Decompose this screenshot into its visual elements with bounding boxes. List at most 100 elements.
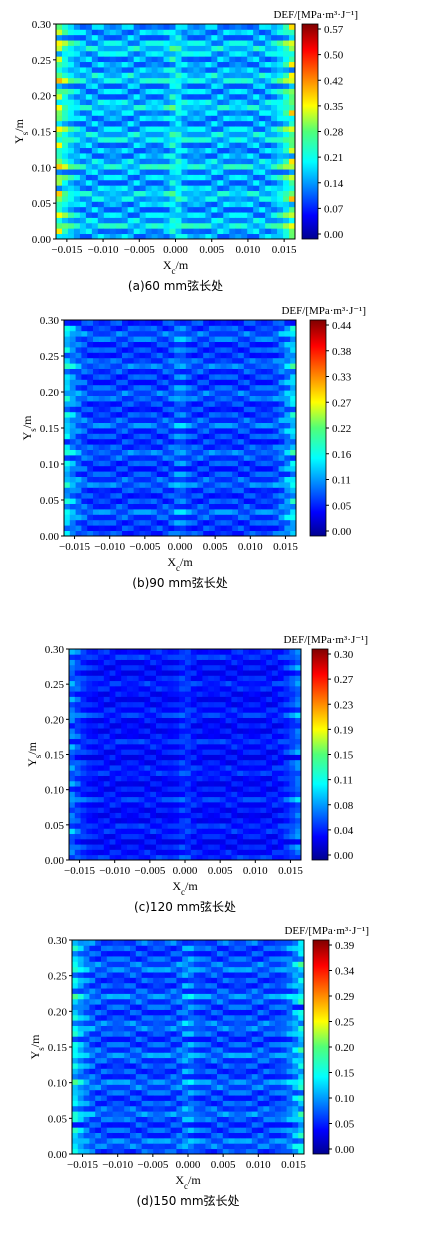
- heatmap-cell: [289, 34, 296, 41]
- heatmap-cell: [161, 812, 168, 819]
- heatmap-cell: [151, 217, 158, 224]
- heatmap-cell: [289, 228, 296, 235]
- heatmap-cell: [205, 56, 212, 63]
- heatmap-cell: [81, 460, 88, 467]
- heatmap-cell: [157, 179, 164, 186]
- heatmap-cell: [80, 728, 87, 734]
- heatmap-cell: [104, 406, 111, 413]
- heatmap-cell: [219, 654, 226, 660]
- heatmap-cell: [185, 759, 192, 766]
- heatmap-cell: [267, 530, 274, 537]
- heatmap-cell: [74, 685, 81, 692]
- heatmap-cell: [56, 163, 63, 170]
- heatmap-cell: [132, 680, 139, 687]
- heatmap-cell: [208, 754, 215, 761]
- heatmap-cell: [121, 147, 129, 154]
- heatmap-cell: [156, 812, 163, 819]
- heatmap-cell: [139, 169, 147, 175]
- heatmap-cell: [103, 93, 111, 100]
- heatmap-cell: [133, 482, 140, 488]
- heatmap-cell: [144, 670, 151, 676]
- heatmap-cell: [87, 422, 94, 429]
- heatmap-cell: [162, 368, 169, 375]
- heatmap-cell: [211, 185, 218, 192]
- heatmap-cell: [98, 438, 105, 445]
- heatmap-cell: [232, 519, 239, 526]
- heatmap-cell: [260, 812, 267, 819]
- heatmap-cell: [196, 696, 203, 703]
- heatmap-cell: [193, 206, 200, 213]
- heatmap-cell: [265, 206, 272, 213]
- heatmap-cell: [145, 487, 152, 494]
- heatmap-cell: [211, 136, 218, 143]
- heatmap-cell: [161, 844, 168, 850]
- heatmap-cell: [253, 45, 260, 52]
- heatmap-cell: [247, 34, 254, 41]
- heatmap-cell: [181, 201, 188, 208]
- heatmap-cell: [81, 498, 88, 504]
- heatmap-cell: [139, 29, 147, 36]
- heatmap-cell: [61, 212, 69, 218]
- heatmap-cell: [174, 357, 181, 364]
- heatmap-cell: [104, 525, 111, 531]
- heatmap-cell: [81, 482, 88, 488]
- heatmap-cell: [116, 455, 123, 461]
- heatmap-cell: [74, 659, 81, 666]
- heatmap-cell: [116, 347, 123, 353]
- heatmap-cell: [271, 206, 278, 213]
- heatmap-cell: [229, 201, 236, 208]
- heatmap-cell: [93, 401, 100, 407]
- heatmap-cell: [115, 675, 122, 682]
- heatmap-cell: [151, 492, 158, 499]
- heatmap-cell: [133, 465, 140, 472]
- heatmap-cell: [220, 390, 227, 396]
- heatmap-cell: [226, 530, 233, 537]
- heatmap-cell: [185, 411, 192, 418]
- heatmap-cell: [295, 801, 302, 808]
- heatmap-cell: [272, 471, 279, 477]
- heatmap-cell: [241, 45, 248, 52]
- heatmap-cell: [272, 791, 279, 798]
- heatmap-cell: [237, 838, 244, 845]
- heatmap-cell: [193, 88, 200, 95]
- heatmap-cell: [267, 341, 274, 348]
- heatmap-cell: [104, 444, 111, 450]
- heatmap-cell: [163, 212, 170, 218]
- heatmap-cell: [238, 444, 245, 450]
- heatmap-cell: [231, 770, 238, 777]
- heatmap-cell: [151, 422, 158, 429]
- heatmap-cell: [81, 390, 88, 396]
- heatmap-cell: [133, 212, 141, 218]
- heatmap-cell: [196, 812, 203, 819]
- heatmap-cell: [104, 433, 111, 440]
- heatmap-cell: [122, 325, 129, 332]
- heatmap-cell: [219, 670, 226, 676]
- heatmap-cell: [139, 384, 146, 391]
- heatmap-cell: [151, 115, 158, 122]
- y-tick-label: 0.00: [45, 855, 65, 867]
- heatmap-cell: [138, 817, 145, 824]
- heatmap-cell: [278, 363, 285, 369]
- heatmap-cell: [144, 844, 151, 850]
- heatmap-cell: [249, 417, 256, 423]
- heatmap-cell: [235, 142, 242, 149]
- heatmap-cell: [185, 854, 192, 861]
- heatmap-cell: [179, 817, 186, 824]
- heatmap-cell: [162, 514, 169, 521]
- heatmap-cell: [127, 99, 135, 106]
- heatmap-cell: [235, 67, 242, 73]
- heatmap-cell: [203, 471, 210, 477]
- heatmap-cell: [151, 514, 158, 521]
- heatmap-cell: [93, 465, 100, 472]
- heatmap-cell: [127, 379, 134, 386]
- heatmap-cell: [161, 838, 168, 845]
- heatmap-cell: [214, 368, 221, 375]
- heatmap-cell: [220, 325, 227, 332]
- heatmap-cell: [180, 428, 187, 434]
- heatmap-cell: [190, 759, 197, 766]
- heatmap-cell: [104, 482, 111, 488]
- heatmap-cell: [202, 664, 209, 671]
- heatmap-cell: [162, 428, 169, 434]
- heatmap-cell: [64, 395, 71, 402]
- heatmap-cell: [115, 217, 123, 224]
